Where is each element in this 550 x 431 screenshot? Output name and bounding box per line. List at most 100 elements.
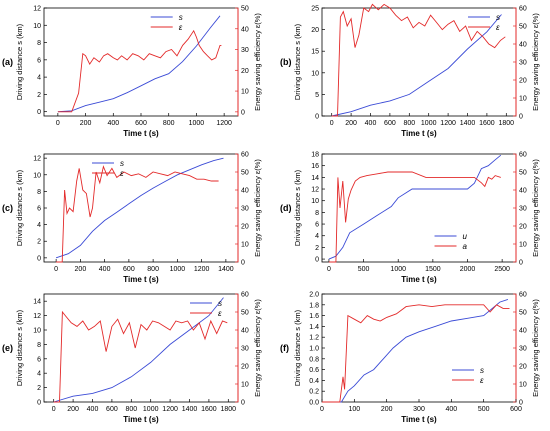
legend-label: ε [120, 169, 124, 178]
y-right-tick-label: 0 [519, 260, 523, 267]
y-left-tick-label: 10 [311, 70, 319, 77]
series-line-efficiency [322, 304, 510, 403]
x-tick-label: 1000 [421, 120, 437, 127]
x-tick-label: 1000 [390, 266, 406, 273]
y-right-tick-label: 0 [519, 114, 523, 121]
y-left-tick-label: 2 [37, 92, 41, 99]
x-tick-label: 0 [320, 406, 324, 413]
x-axis-label: Time t (s) [123, 415, 159, 424]
x-tick-label: 0 [327, 266, 331, 273]
x-tick-label: 1400 [218, 266, 234, 273]
panel-b: 0 200 400 600 800 1000 1200 1400 1600 18000510152… [280, 3, 540, 138]
x-tick-label: 0 [52, 406, 56, 413]
y-right-tick-label: 60 [519, 152, 527, 159]
panel-label: (f) [280, 343, 289, 353]
y-right-tick-label: 60 [519, 6, 527, 13]
x-axis-label: Time t (s) [401, 275, 437, 284]
panel-f: 0 100 200 300 400 500 6000.00.20.40.60.81.01.2… [280, 292, 540, 425]
y-right-tick-label: 40 [519, 188, 527, 195]
y-right-tick-label: 10 [519, 96, 527, 103]
x-tick-label: 800 [147, 266, 159, 273]
series-line-distance [57, 15, 221, 113]
x-tick-label: 1200 [440, 120, 456, 127]
legend-label: ε [179, 23, 183, 32]
y-right-axis-label: Energy saving efficiency ε(%) [531, 299, 540, 397]
y-right-tick-label: 30 [519, 346, 527, 353]
y-left-tick-label: 10 [311, 198, 319, 205]
y-left-tick-label: 6 [37, 206, 41, 213]
y-left-tick-label: 4 [37, 75, 41, 82]
series-line-efficiency [328, 171, 501, 263]
legend-label: ε [218, 309, 222, 318]
y-left-tick-label: 1.2 [309, 335, 319, 342]
y-left-tick-label: 12 [33, 6, 41, 13]
y-left-tick-label: 14 [311, 175, 319, 182]
y-right-axis-label: Energy saving efficiency ε(%) [253, 159, 262, 257]
y-left-tick-label: 6 [37, 356, 41, 363]
x-tick-label: 600 [135, 120, 147, 127]
x-tick-label: 400 [445, 406, 457, 413]
y-left-tick-label: 20 [311, 27, 319, 34]
series-line-distance [328, 154, 502, 260]
y-right-tick-label: 50 [519, 24, 527, 31]
y-left-axis-label: Driving distance s (km) [15, 169, 24, 246]
panel-label: (b) [280, 57, 292, 67]
y-left-tick-label: 5 [315, 92, 319, 99]
y-left-tick-label: 0 [37, 255, 41, 262]
y-right-tick-label: 20 [241, 224, 249, 231]
y-left-axis-label: Driving distance s (km) [293, 309, 302, 386]
y-right-axis-label: Energy saving efficiency ε(%) [253, 299, 262, 397]
y-right-tick-label: 30 [241, 206, 249, 213]
y-left-axis-label: Driving distance s (km) [15, 309, 24, 386]
y-left-tick-label: 18 [311, 152, 319, 159]
x-tick-label: 200 [381, 406, 393, 413]
legend-label: s [218, 299, 222, 308]
y-left-tick-label: 12 [33, 156, 41, 163]
x-tick-label: 400 [87, 406, 99, 413]
y-left-tick-label: 14 [33, 299, 41, 306]
x-tick-label: 200 [75, 266, 87, 273]
y-right-tick-label: 40 [241, 328, 249, 335]
legend-label: ε [496, 23, 500, 32]
y-right-axis-label: Energy saving efficiency ε(%) [531, 159, 540, 257]
y-right-tick-label: 10 [241, 382, 249, 389]
legend-label: s [496, 13, 500, 22]
x-tick-label: 1600 [201, 406, 217, 413]
x-axis-label: Time t (s) [401, 129, 437, 138]
x-tick-label: 800 [125, 406, 137, 413]
legend-label: s [480, 366, 484, 375]
y-left-tick-label: 4 [315, 233, 319, 240]
y-right-tick-label: 20 [519, 78, 527, 85]
x-axis-label: Time t (s) [123, 129, 159, 138]
y-left-tick-label: 8 [37, 189, 41, 196]
x-tick-label: 1000 [170, 266, 186, 273]
x-tick-label: 600 [384, 120, 396, 127]
y-left-tick-label: 0.2 [309, 389, 319, 396]
x-tick-label: 0 [56, 120, 60, 127]
y-right-tick-label: 20 [519, 364, 527, 371]
y-left-axis-label: Driving distance s (km) [293, 23, 302, 100]
y-left-tick-label: 0.0 [309, 400, 319, 407]
y-right-axis-label: Energy saving efficiency ε(%) [253, 13, 262, 111]
y-right-tick-label: 20 [241, 68, 249, 75]
y-left-tick-label: 1.8 [309, 302, 319, 309]
y-left-tick-label: 2.0 [309, 292, 319, 299]
x-tick-label: 200 [345, 120, 357, 127]
x-tick-label: 800 [163, 120, 175, 127]
plot-frame [321, 293, 517, 403]
y-right-tick-label: 20 [241, 364, 249, 371]
x-tick-label: 200 [80, 120, 92, 127]
y-left-tick-label: 4 [37, 371, 41, 378]
y-left-tick-label: 1.4 [309, 324, 319, 331]
y-right-tick-label: 0 [241, 400, 245, 407]
x-tick-label: 1500 [425, 266, 441, 273]
y-left-tick-label: 25 [311, 6, 319, 13]
x-tick-label: 400 [99, 266, 111, 273]
x-tick-label: 100 [348, 406, 360, 413]
y-right-tick-label: 10 [241, 89, 249, 96]
y-right-tick-label: 10 [519, 382, 527, 389]
y-right-tick-label: 30 [241, 346, 249, 353]
y-left-tick-label: 0 [315, 114, 319, 121]
panel-c: 0 200 400 600 800 1000 1200 1400 0 2 4 6 8 10 12 0 10 20 3… [2, 152, 262, 285]
